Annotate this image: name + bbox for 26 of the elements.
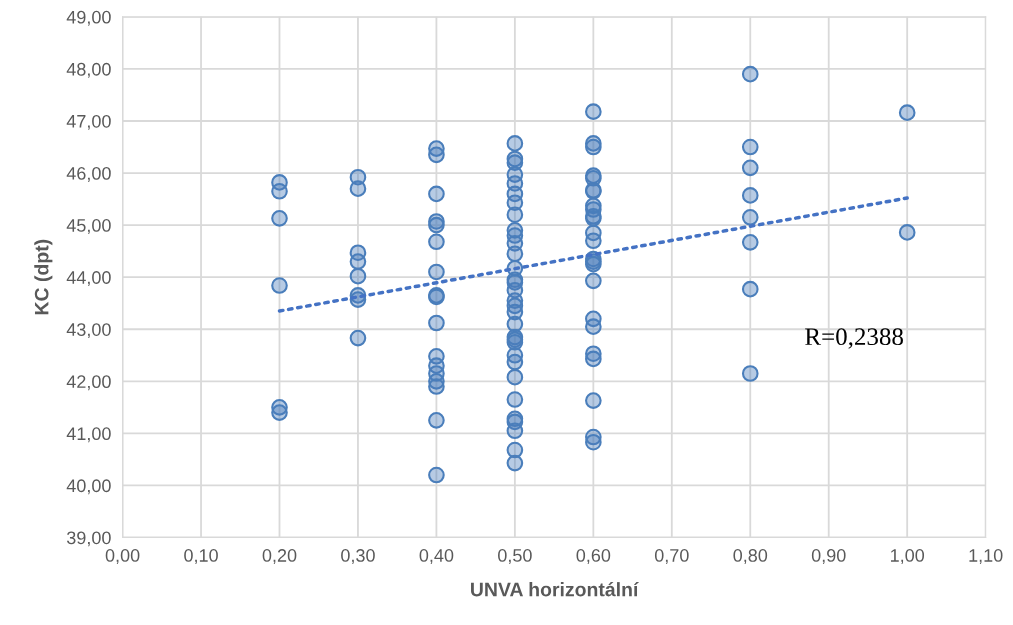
y-tick-label: 48,00 bbox=[66, 62, 111, 78]
y-tick-label: 49,00 bbox=[66, 10, 111, 26]
y-tick-label: 41,00 bbox=[66, 427, 111, 443]
x-tick-label: 0,80 bbox=[733, 549, 768, 565]
x-tick-label: 1,00 bbox=[891, 549, 925, 565]
annotation: R=0,2388 bbox=[805, 328, 903, 349]
x-tick-label: 0,00 bbox=[105, 549, 140, 565]
y-tick-label: 42,00 bbox=[66, 375, 111, 391]
y-tick-label: 43,00 bbox=[66, 323, 111, 339]
x-tick-label: 0,10 bbox=[184, 549, 218, 565]
y-tick-label: 44,00 bbox=[66, 271, 111, 287]
x-axis-title: UNVA horizontální bbox=[471, 581, 639, 597]
y-tick-label: 40,00 bbox=[66, 479, 111, 495]
x-tick-label: 0,90 bbox=[811, 549, 846, 565]
x-tick-label: 1,10 bbox=[969, 549, 1003, 565]
x-tick-label: 0,70 bbox=[654, 549, 689, 565]
x-tick-label: 0,30 bbox=[341, 549, 375, 565]
x-tick-label: 0,40 bbox=[419, 549, 454, 565]
y-axis-title: KC (dpt) bbox=[34, 239, 53, 315]
x-tick-label: 0,20 bbox=[262, 549, 297, 565]
y-tick-label: 46,00 bbox=[66, 167, 111, 182]
x-tick-label: 0,50 bbox=[498, 549, 532, 565]
x-tick-label: 0,60 bbox=[576, 549, 611, 565]
y-tick-label: 47,00 bbox=[66, 114, 111, 130]
y-tick-label: 39,00 bbox=[66, 531, 111, 547]
y-tick-label: 45,00 bbox=[66, 219, 111, 234]
